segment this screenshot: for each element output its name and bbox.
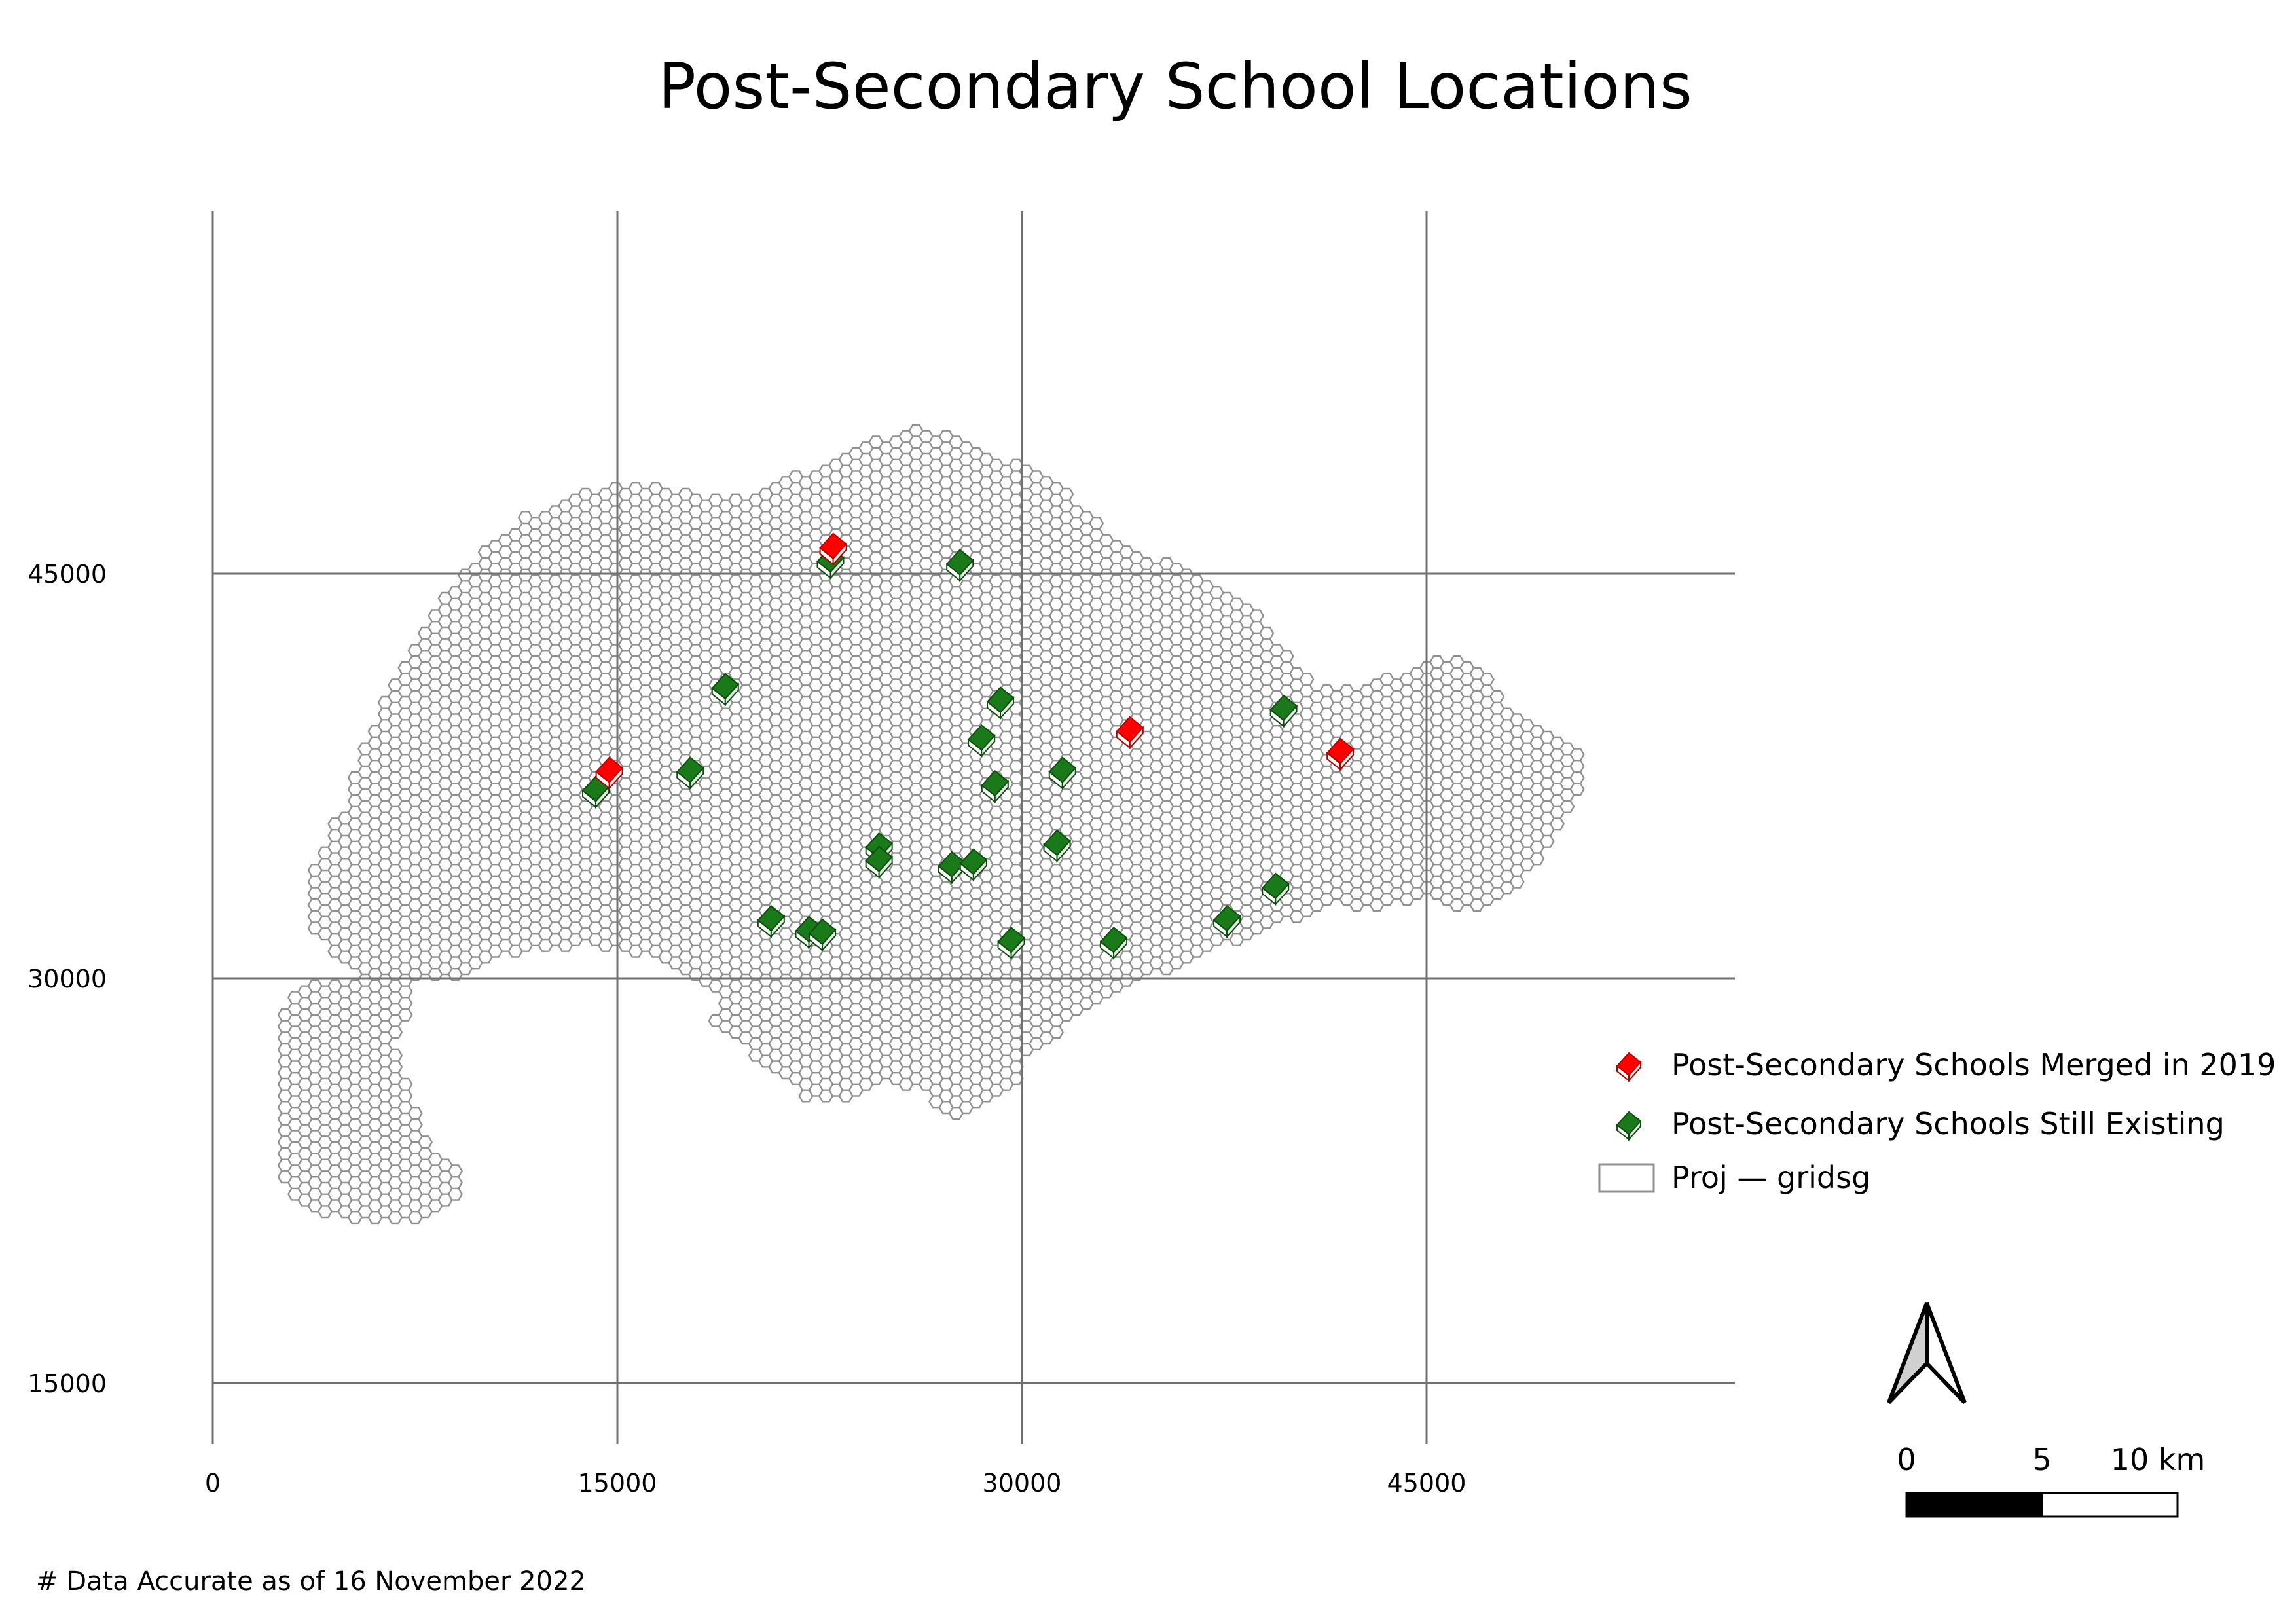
y-tick-label: 15000 bbox=[27, 1369, 107, 1398]
x-tick-label: 15000 bbox=[578, 1469, 657, 1498]
legend-merged-icon bbox=[1616, 1052, 1642, 1082]
legend-grid-swatch bbox=[1598, 1163, 1655, 1193]
axis-tick-labels: 0 15000 30000 45000 45000 30000 15000 bbox=[27, 560, 1466, 1498]
school-existing-book-icon bbox=[1212, 904, 1241, 938]
school-existing-book-icon bbox=[967, 724, 996, 758]
x-tick-label: 30000 bbox=[983, 1469, 1062, 1498]
legend-merged-label: Post-Secondary Schools Merged in 2019 bbox=[1671, 1047, 2276, 1082]
hex-cells bbox=[277, 424, 1585, 1225]
school-existing-book-icon bbox=[711, 673, 740, 707]
north-arrow-icon bbox=[1887, 1302, 1967, 1405]
map-legend: Post-Secondary Schools Merged in 2019 Po… bbox=[1598, 1047, 2276, 1195]
school-existing-book-icon bbox=[997, 926, 1025, 960]
x-tick-label: 0 bbox=[205, 1469, 221, 1498]
y-tick-label: 45000 bbox=[27, 560, 107, 589]
scale-bar-black-segment bbox=[1905, 1492, 2043, 1518]
legend-existing-label: Post-Secondary Schools Still Existing bbox=[1671, 1106, 2225, 1141]
school-existing-book-icon bbox=[986, 686, 1015, 720]
data-accuracy-note: # Data Accurate as of 16 November 2022 bbox=[36, 1566, 586, 1596]
school-existing-book-icon bbox=[959, 848, 988, 882]
school-existing-book-icon bbox=[757, 904, 786, 938]
school-existing-book-icon bbox=[1269, 694, 1298, 728]
school-merged-book-icon bbox=[595, 756, 624, 790]
coordinate-grid bbox=[211, 211, 1735, 1444]
school-existing-book-icon bbox=[808, 918, 837, 952]
scale-label-0: 0 bbox=[1897, 1442, 1916, 1477]
scale-label-5: 5 bbox=[2032, 1442, 2051, 1477]
school-existing-book-icon bbox=[945, 549, 974, 583]
school-merged-book-icon bbox=[819, 532, 848, 566]
school-existing-book-icon bbox=[1048, 756, 1077, 790]
hex-grid-layer bbox=[277, 424, 1585, 1225]
legend-existing-icon bbox=[1616, 1111, 1642, 1141]
school-existing-book-icon bbox=[1043, 829, 1072, 863]
school-existing-book-icon bbox=[1261, 872, 1290, 906]
school-markers-layer bbox=[581, 532, 1355, 960]
scale-label-10: 10 km bbox=[2111, 1442, 2206, 1477]
school-merged-book-icon bbox=[1326, 737, 1355, 771]
y-tick-label: 30000 bbox=[27, 965, 107, 993]
school-existing-book-icon bbox=[938, 851, 966, 885]
scale-bar: 0 5 10 km bbox=[1897, 1442, 2206, 1518]
x-tick-label: 45000 bbox=[1387, 1469, 1467, 1498]
school-existing-book-icon bbox=[676, 756, 704, 790]
legend-grid-label: Proj — gridsg bbox=[1671, 1160, 1870, 1195]
map-title: Post-Secondary School Locations bbox=[658, 50, 1692, 123]
school-existing-book-icon bbox=[865, 845, 894, 879]
school-merged-book-icon bbox=[1116, 716, 1144, 750]
scale-bar-white-segment bbox=[2041, 1492, 2179, 1518]
school-existing-book-icon bbox=[1099, 926, 1128, 960]
school-existing-book-icon bbox=[981, 769, 1010, 803]
